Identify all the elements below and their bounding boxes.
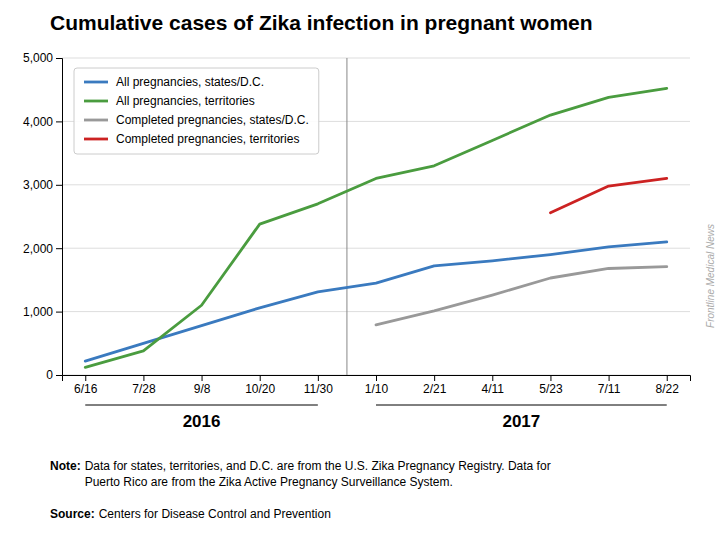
year-bracket <box>85 405 318 406</box>
source-text: Centers for Disease Control and Preventi… <box>99 507 331 521</box>
legend-label: All pregnancies, territories <box>116 94 255 108</box>
legend-entry: All pregnancies, territories <box>84 94 255 108</box>
y-tick-label: 3,000 <box>23 178 53 192</box>
year-label: 2017 <box>502 412 540 431</box>
y-axis: 0 1,000 2,000 3,000 4,000 5,000 <box>23 51 63 382</box>
x-tick-mark <box>376 375 377 381</box>
legend-label: Completed pregnancies, states/D.C. <box>116 113 309 127</box>
x-tick-label: 11/30 <box>304 382 333 396</box>
x-tick-mark <box>609 375 610 381</box>
watermark: Frontline Medical News <box>705 224 716 328</box>
x-tick-label: 1/10 <box>365 382 389 396</box>
grid <box>62 58 690 375</box>
y-tick-mark <box>56 312 62 313</box>
source-label: Source: <box>50 507 95 521</box>
x-tick: 5/23 <box>539 375 563 396</box>
y-tick: 4,000 <box>23 115 62 129</box>
x-tick-mark <box>260 375 261 381</box>
legend-swatch <box>84 100 108 103</box>
x-tick: 2/21 <box>423 375 447 396</box>
y-tick-mark <box>56 185 62 186</box>
x-tick: 7/28 <box>132 375 156 396</box>
x-axis-line <box>63 376 691 382</box>
grid-line <box>62 311 690 312</box>
x-tick-label: 7/11 <box>598 382 621 396</box>
source: Source: Centers for Disease Control and P… <box>50 507 331 521</box>
x-tick: 8/22 <box>656 375 680 396</box>
legend-entry: All pregnancies, states/D.C. <box>84 75 264 89</box>
note-text: Puerto Rico are from the Zika Active Pre… <box>85 475 453 489</box>
x-tick: 1/10 <box>365 375 389 396</box>
x-tick-mark <box>492 375 493 381</box>
y-tick: 0 <box>46 368 62 382</box>
legend-swatch <box>84 119 108 122</box>
legend-entry: Completed pregnancies, territories <box>84 132 299 146</box>
x-tick-label: 4/11 <box>482 382 505 396</box>
year-bracket <box>376 405 667 406</box>
x-tick-label: 2/21 <box>423 382 447 396</box>
y-tick-mark <box>56 248 62 249</box>
note-text: Data for states, territories, and D.C. a… <box>85 459 551 473</box>
y-tick-label: 0 <box>46 368 53 382</box>
series-line <box>550 178 666 212</box>
note-label: Note: <box>50 459 81 473</box>
x-tick: 10/20 <box>245 375 275 396</box>
series-line <box>85 242 666 361</box>
legend-box <box>74 68 319 154</box>
grid-line <box>62 58 690 59</box>
year-divider <box>346 58 347 375</box>
x-tick-label: 9/8 <box>194 382 211 396</box>
x-tick: 11/30 <box>304 375 333 396</box>
x-tick: 6/16 <box>74 375 98 396</box>
plot: 0 1,000 2,000 3,000 4,000 5,000 6/16 7/28 9/8 10/… <box>23 51 691 431</box>
x-tick-mark <box>202 375 203 381</box>
x-tick-label: 7/28 <box>132 382 156 396</box>
legend-label: Completed pregnancies, territories <box>116 132 299 146</box>
x-tick-label: 8/22 <box>656 382 680 396</box>
y-tick: 2,000 <box>23 242 62 256</box>
y-tick: 5,000 <box>23 51 62 65</box>
x-tick: 7/11 <box>598 375 621 396</box>
legend-swatch <box>84 81 108 84</box>
x-tick-mark <box>85 375 86 381</box>
x-tick-label: 6/16 <box>74 382 98 396</box>
x-tick: 4/11 <box>482 375 505 396</box>
x-tick-mark <box>318 375 319 381</box>
y-tick-label: 2,000 <box>23 242 53 256</box>
legend: All pregnancies, states/D.C. All pregnanc… <box>74 68 319 154</box>
x-axis: 6/16 7/28 9/8 10/20 11/30 1/10 2/21 4/11 5/23 7/1… <box>63 375 691 396</box>
y-tick-label: 5,000 <box>23 51 53 65</box>
title: Cumulative cases of Zika infection in pr… <box>50 11 593 34</box>
legend-swatch <box>84 138 108 141</box>
legend-entry: Completed pregnancies, states/D.C. <box>84 113 309 127</box>
x-tick-mark <box>667 375 668 381</box>
y-tick-mark <box>56 375 62 376</box>
series-line <box>376 267 667 325</box>
note: Note: Data for states, territories, and D… <box>50 459 551 489</box>
y-tick-label: 4,000 <box>23 115 53 129</box>
year-label: 2016 <box>183 412 221 431</box>
x-tick-mark <box>550 375 551 381</box>
x-tick-label: 5/23 <box>539 382 563 396</box>
x-tick-mark <box>143 375 144 381</box>
x-tick-label: 10/20 <box>245 382 275 396</box>
y-tick-label: 1,000 <box>23 305 53 319</box>
y-axis-line <box>56 59 63 376</box>
legend-label: All pregnancies, states/D.C. <box>116 75 264 89</box>
y-tick-mark <box>56 121 62 122</box>
chart: Cumulative cases of Zika infection in pr… <box>0 0 720 552</box>
x-tick: 9/8 <box>194 375 211 396</box>
grid-line <box>62 184 690 185</box>
y-tick: 1,000 <box>23 305 62 319</box>
x-tick-mark <box>434 375 435 381</box>
y-tick: 3,000 <box>23 178 62 192</box>
y-tick-mark <box>56 58 62 59</box>
